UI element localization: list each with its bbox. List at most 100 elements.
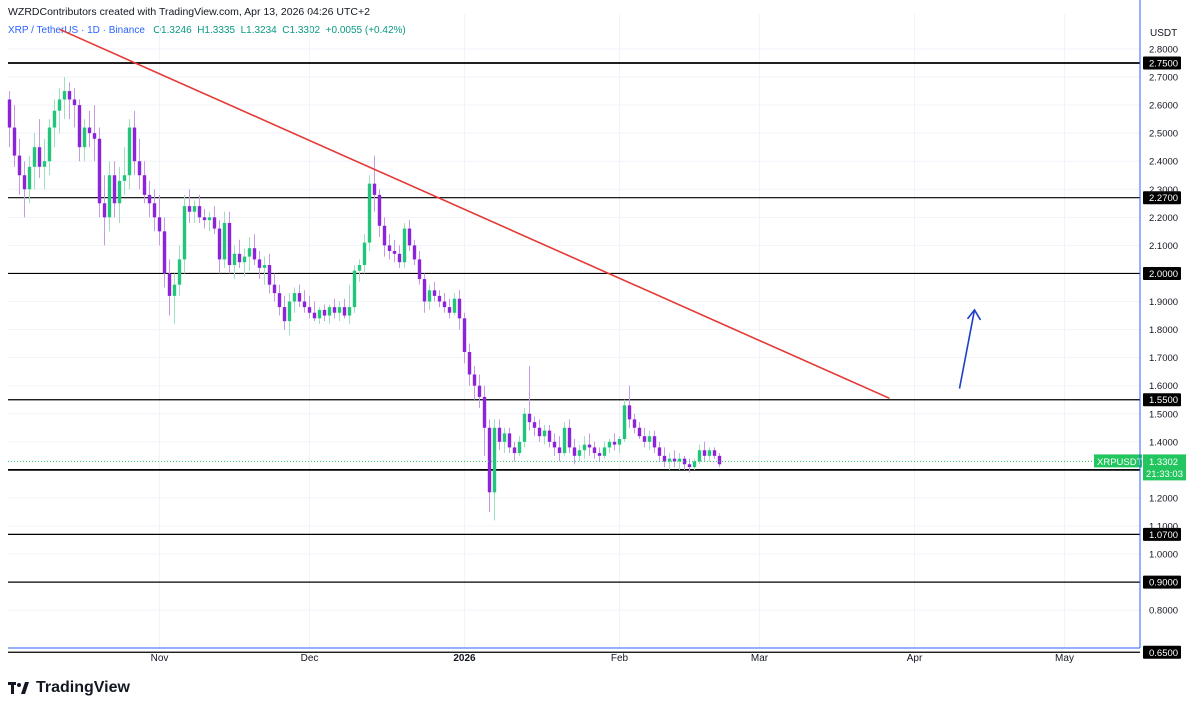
candle [202, 208, 207, 229]
candle [307, 295, 312, 319]
candle [537, 419, 542, 442]
candle-body [187, 206, 192, 212]
candle-body [82, 127, 87, 148]
candle-body [622, 405, 627, 440]
candle-body [302, 301, 307, 308]
candle-body [332, 307, 337, 313]
candle [572, 439, 577, 465]
candle [552, 433, 557, 456]
candle [367, 175, 372, 252]
symbol-tag [1094, 454, 1142, 468]
candle-body [37, 147, 42, 167]
candle [232, 245, 237, 280]
candle-body [387, 245, 392, 252]
candle-body [527, 413, 532, 423]
candle [582, 436, 587, 459]
candle-body [632, 419, 637, 428]
candle-body [282, 307, 287, 322]
candle-body [292, 293, 297, 302]
y-tick-label: 0.8000 [1149, 606, 1178, 617]
candle [432, 281, 437, 302]
candle-body [717, 455, 722, 465]
candle [457, 290, 462, 330]
x-tick-label: Feb [611, 653, 629, 664]
level-price-tag [1143, 527, 1181, 541]
candle-body [457, 298, 462, 319]
candle [297, 284, 302, 308]
candle-body [142, 175, 147, 195]
candle-body [682, 458, 687, 465]
candle [42, 138, 47, 190]
candle [547, 424, 552, 448]
candle [692, 458, 697, 470]
symbol-tag-label: XRPUSDT [1097, 457, 1143, 468]
candle [682, 455, 687, 470]
candle [562, 422, 567, 456]
candle-body [227, 222, 232, 266]
last-price-tag [1143, 454, 1186, 481]
candle [72, 88, 77, 128]
candle [247, 236, 252, 271]
candle [192, 200, 197, 223]
candle-body [262, 265, 267, 268]
candle [597, 447, 602, 462]
y-tick-label: 2.6000 [1149, 101, 1178, 112]
y-tick-label: 1.7000 [1149, 353, 1178, 364]
level-price-tag [1143, 56, 1181, 70]
candle [422, 273, 427, 313]
level-price-tag [1143, 191, 1181, 205]
candle [217, 220, 222, 274]
candle [442, 293, 447, 313]
candle-body [647, 436, 652, 442]
ohlc-change: +0.0055 (+0.42%) [325, 25, 406, 36]
candle [577, 444, 582, 462]
candle-body [537, 427, 542, 437]
candle [487, 419, 492, 512]
candle [127, 119, 132, 190]
candle [287, 293, 292, 336]
y-tick-label: 1.4000 [1149, 437, 1178, 448]
candle [622, 399, 627, 442]
candle [657, 441, 662, 462]
candle-body [687, 464, 692, 468]
candle [707, 447, 712, 462]
candle-body [52, 110, 57, 128]
candle-body [567, 427, 572, 448]
y-tick-label: 2.3000 [1149, 185, 1178, 196]
candle [612, 433, 617, 451]
candle [452, 293, 457, 316]
candle [592, 441, 597, 459]
candle-body [112, 175, 117, 204]
candle [302, 290, 307, 313]
candle [497, 419, 502, 451]
x-tick-label: Nov [151, 653, 169, 664]
tradingview-logo[interactable]: TradingView [8, 679, 130, 697]
candle [62, 77, 67, 120]
price-chart[interactable]: 2.75002.27002.00001.55001.30001.07000.90… [0, 0, 1199, 672]
candle [187, 189, 192, 223]
candle-body [592, 447, 597, 454]
y-tick-label: 2.5000 [1149, 129, 1178, 140]
candle-body [437, 295, 442, 302]
candle-body [127, 127, 132, 176]
candle [357, 259, 362, 282]
candle-body [202, 217, 207, 221]
symbol-name[interactable]: XRP / TetherUS · 1D · Binance [8, 25, 145, 36]
candle [102, 175, 107, 246]
y-tick-label: 2.1000 [1149, 241, 1178, 252]
candle-body [657, 447, 662, 456]
candle-body [707, 450, 712, 456]
x-tick-label: Dec [301, 653, 319, 664]
candle [347, 284, 352, 324]
candle-body [102, 203, 107, 218]
candle-body [42, 161, 47, 167]
candle [607, 439, 612, 454]
candle-body [77, 105, 82, 148]
candle-body [22, 175, 27, 190]
candle-body [17, 155, 22, 176]
candle [617, 436, 622, 454]
candle-body [372, 183, 377, 195]
candle-body [667, 458, 672, 462]
candle-body [497, 427, 502, 442]
